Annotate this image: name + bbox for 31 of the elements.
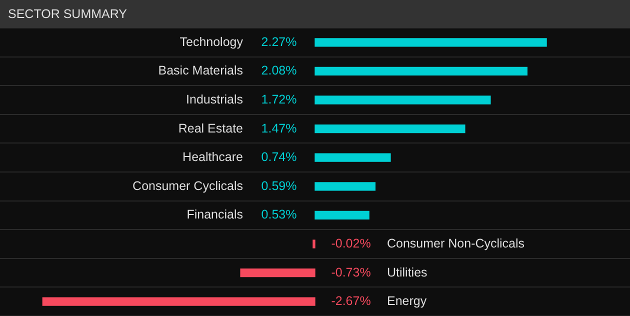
data-label: -2.67% [331,294,371,308]
data-label: 1.47% [261,121,297,136]
data-label: 2.08% [261,64,297,78]
y-tick-label: Real Estate [178,121,244,136]
y-tick-label: Industrials [186,92,243,106]
y-tick-label: Technology [180,34,244,49]
bar [314,124,466,134]
y-tick-label: Consumer Cyclicals [132,178,243,193]
data-label: 1.72% [261,92,297,106]
data-label: 0.59% [261,178,297,193]
data-label: 2.27% [261,34,297,49]
y-tick-label: Basic Materials [158,64,243,78]
bar [314,210,370,220]
y-tick-label: Financials [186,208,243,222]
y-tick-label: Consumer Non-Cyclicals [387,236,525,250]
data-label: -0.73% [331,265,371,280]
bar [314,38,547,47]
bar [240,268,316,278]
bar [314,153,391,162]
chart-title: SECTOR SUMMARY [0,0,630,28]
bar [314,66,528,76]
bar [312,240,316,248]
bar [42,297,316,306]
y-tick-label: Utilities [387,265,428,280]
bar [314,182,376,191]
data-label: -0.02% [331,236,371,250]
bar [314,96,491,104]
data-label: 0.74% [261,150,297,164]
y-tick-label: Energy [387,294,428,308]
data-label: 0.53% [261,208,297,222]
y-tick-label: Healthcare [182,150,244,164]
